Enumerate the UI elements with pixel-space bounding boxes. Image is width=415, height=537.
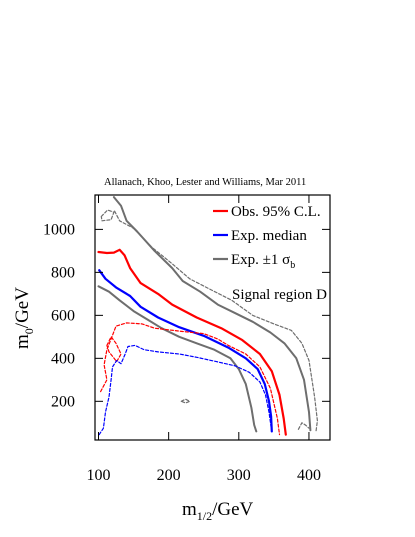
- series-observed-lowmass-loop: [106, 336, 122, 363]
- series-observed-lowmass-island: [100, 322, 281, 436]
- series-observed: [97, 248, 287, 436]
- x-axis-title-sub: 1/2: [197, 509, 212, 523]
- series-expected-lowmass-island: [98, 344, 272, 436]
- y-axis-title-unit: /GeV: [12, 287, 33, 328]
- x-axis-title-base: m: [182, 499, 197, 520]
- series-grey-small-loop: [180, 398, 191, 404]
- svg-text:m0/GeV: m0/GeV: [12, 287, 36, 349]
- y-tick-label: 800: [51, 264, 75, 281]
- chart-credit: Allanach, Khoo, Lester and Williams, Mar…: [104, 177, 306, 188]
- legend: Obs. 95% C.L. Exp. median Exp. ±1 σb: [213, 204, 321, 271]
- legend-label: Exp. median: [231, 228, 307, 244]
- legend-label: Obs. 95% C.L.: [231, 204, 321, 220]
- y-tick-label: 600: [51, 307, 75, 324]
- series-sigma-upper-outer: [114, 210, 318, 432]
- series-sigma-lower: [97, 285, 258, 433]
- x-tick-label: 300: [227, 467, 251, 484]
- plot-area: 100 200 300 400 200 400 600 800 1000: [43, 194, 331, 484]
- y-axis-title-sub: 0: [22, 328, 36, 334]
- y-tick-label: 400: [51, 350, 75, 367]
- series-sigma-upper-inner-tail: [297, 422, 310, 430]
- x-axis-title: m1/2/GeV: [182, 499, 254, 523]
- x-tick-label: 200: [157, 467, 181, 484]
- signal-region-label: Signal region D: [232, 287, 327, 303]
- plot-frame: [94, 194, 331, 441]
- x-axis-title-unit: /GeV: [212, 499, 253, 520]
- series-sigma-upper-island: [100, 209, 115, 222]
- series-layer: [97, 196, 318, 436]
- svg-text:m1/2/GeV: m1/2/GeV: [182, 499, 254, 523]
- y-tick-label: 200: [51, 393, 75, 410]
- series-expected: [98, 269, 273, 433]
- x-tick-label: 400: [297, 467, 321, 484]
- y-tick-label: 1000: [43, 221, 75, 238]
- x-tick-label: 100: [87, 467, 111, 484]
- ticks-layer: 100 200 300 400 200 400 600 800 1000: [43, 195, 330, 484]
- y-axis-title: m0/GeV: [12, 287, 36, 349]
- y-axis-title-base: m: [12, 334, 33, 349]
- legend-label: Exp. ±1 σb: [231, 252, 295, 271]
